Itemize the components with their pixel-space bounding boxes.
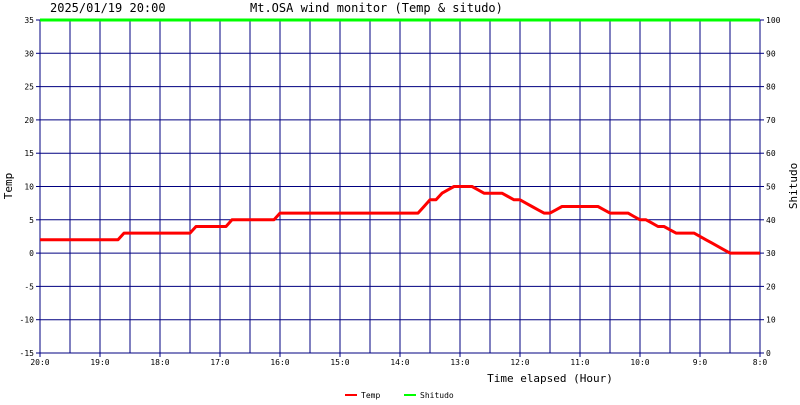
left-tick-label-10: 35 (24, 16, 34, 25)
x-tick-label-3: 17:0 (210, 358, 229, 367)
left-tick-label-8: 25 (24, 83, 34, 92)
x-axis-title: Time elapsed (Hour) (487, 372, 613, 385)
left-tick-label-0: -15 (20, 349, 35, 358)
left-tick-label-7: 20 (24, 116, 34, 125)
x-tick-label-12: 8:0 (753, 358, 768, 367)
right-tick-label-9: 90 (766, 49, 776, 58)
x-tick-label-9: 11:0 (570, 358, 589, 367)
legend-label-temp: Temp (361, 391, 380, 400)
right-tick-label-1: 10 (766, 316, 776, 325)
x-tick-label-11: 9:0 (693, 358, 708, 367)
left-axis-ticks: -15 -10 -5 0 5 10 15 20 25 30 35 (20, 16, 40, 358)
left-tick-label-9: 30 (24, 49, 34, 58)
right-axis-ticks: 0 10 20 30 40 50 60 70 80 90 100 (760, 16, 781, 358)
x-tick-label-4: 16:0 (270, 358, 289, 367)
chart-title: Mt.OSA wind monitor (Temp & situdo) (250, 1, 503, 15)
grid-lines (39, 19, 761, 354)
chart-timestamp: 2025/01/19 20:00 (50, 1, 166, 15)
right-tick-label-8: 80 (766, 83, 776, 92)
x-tick-label-2: 18:0 (150, 358, 169, 367)
left-tick-label-4: 5 (29, 216, 34, 225)
chart-legend: Temp Shitudo (345, 391, 454, 400)
right-tick-label-4: 40 (766, 216, 776, 225)
right-tick-label-10: 100 (766, 16, 781, 25)
right-tick-label-2: 20 (766, 282, 776, 291)
right-tick-label-0: 0 (766, 349, 771, 358)
left-tick-label-6: 15 (24, 149, 34, 158)
right-tick-label-6: 60 (766, 149, 776, 158)
left-tick-label-5: 10 (24, 183, 34, 192)
y2-axis-title: Shitudo (787, 163, 800, 209)
x-axis-ticks: 20:0 19:0 18:0 17:0 16:0 15:0 14:0 13:0 12:0 11:0… (30, 353, 767, 367)
x-tick-label-1: 19:0 (90, 358, 109, 367)
x-tick-label-7: 13:0 (450, 358, 469, 367)
x-tick-label-6: 14:0 (390, 358, 409, 367)
right-tick-label-5: 50 (766, 183, 776, 192)
right-tick-label-7: 70 (766, 116, 776, 125)
series-lines (40, 18, 760, 255)
x-tick-label-10: 10:0 (630, 358, 649, 367)
x-tick-label-8: 12:0 (510, 358, 529, 367)
y-axis-title: Temp (2, 173, 15, 200)
series-line-temp (40, 185, 760, 255)
left-tick-label-2: -5 (24, 282, 34, 291)
legend-label-shitudo: Shitudo (420, 391, 454, 400)
left-tick-label-1: -10 (20, 316, 35, 325)
left-tick-label-3: 0 (29, 249, 34, 258)
x-tick-label-5: 15:0 (330, 358, 349, 367)
x-tick-label-0: 20:0 (30, 358, 49, 367)
right-tick-label-3: 30 (766, 249, 776, 258)
